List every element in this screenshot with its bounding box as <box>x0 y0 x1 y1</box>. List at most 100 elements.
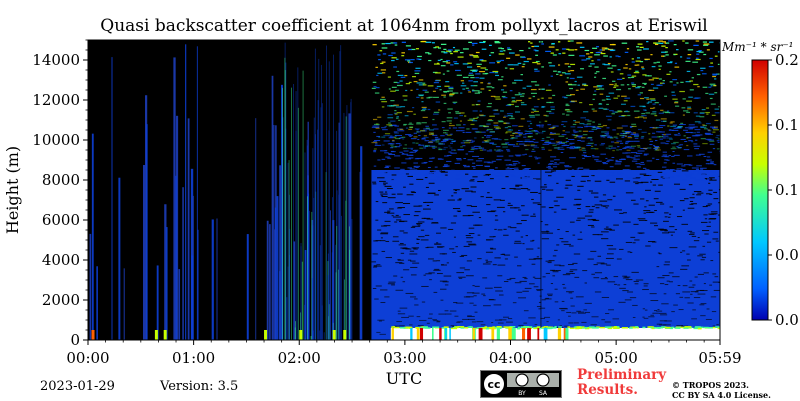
noise-speckle <box>705 133 709 135</box>
noise-speckle <box>375 66 378 68</box>
noise-speckle <box>530 42 533 44</box>
noise-speckle <box>609 174 616 176</box>
noise-speckle <box>552 94 556 97</box>
noise-speckle <box>652 103 656 105</box>
noise-speckle <box>545 272 550 274</box>
noise-speckle <box>540 317 546 319</box>
noise-speckle <box>387 76 391 78</box>
noise-speckle <box>584 84 589 87</box>
noise-speckle <box>681 265 690 267</box>
noise-speckle <box>407 167 412 169</box>
noise-speckle <box>380 237 383 239</box>
noise-speckle <box>550 75 553 77</box>
noise-speckle <box>680 138 686 140</box>
noise-speckle <box>622 132 628 135</box>
noise-speckle <box>408 48 412 51</box>
noise-speckle <box>712 73 718 75</box>
noise-speckle <box>524 168 531 170</box>
noise-speckle <box>372 181 377 183</box>
noise-speckle <box>627 251 631 253</box>
noise-speckle <box>592 156 600 158</box>
noise-speckle <box>606 245 614 247</box>
noise-speckle <box>437 320 441 322</box>
noise-speckle <box>590 324 597 326</box>
noise-speckle <box>541 148 546 150</box>
noise-speckle <box>466 172 470 174</box>
noise-speckle <box>577 171 580 173</box>
noise-speckle <box>462 145 466 147</box>
noise-speckle <box>695 115 701 117</box>
noise-speckle <box>395 143 401 145</box>
noise-speckle <box>410 148 413 150</box>
noise-speckle <box>506 57 511 59</box>
noise-speckle <box>472 110 478 112</box>
noise-speckle <box>489 54 492 56</box>
noise-speckle <box>417 221 425 223</box>
noise-speckle <box>674 229 678 231</box>
noise-speckle <box>449 147 453 149</box>
noise-speckle <box>616 149 619 151</box>
noise-speckle <box>509 277 516 279</box>
noise-speckle <box>717 63 720 66</box>
noise-speckle <box>567 66 571 68</box>
noise-speckle <box>594 54 600 56</box>
noise-speckle <box>597 234 603 236</box>
noise-speckle <box>407 170 411 172</box>
noise-speckle <box>474 224 483 226</box>
noise-speckle <box>552 126 556 129</box>
noise-speckle <box>604 321 611 323</box>
noise-speckle <box>687 137 692 139</box>
colorbar-tick-label: 0.1 <box>775 181 799 199</box>
noise-speckle <box>496 172 502 174</box>
layer-fringe <box>712 326 716 329</box>
profile-streak <box>328 316 329 340</box>
noise-speckle <box>495 290 503 292</box>
noise-speckle <box>677 147 682 149</box>
noise-speckle <box>594 196 599 198</box>
noise-speckle <box>662 154 668 156</box>
surface-fleck <box>154 330 158 340</box>
profile-streak <box>311 278 313 340</box>
noise-speckle <box>413 80 418 83</box>
noise-speckle <box>595 51 602 54</box>
noise-speckle <box>547 175 552 177</box>
noise-speckle <box>701 256 707 258</box>
noise-speckle <box>488 119 492 121</box>
noise-speckle <box>586 125 591 127</box>
noise-speckle <box>522 133 527 136</box>
noise-speckle <box>575 296 584 298</box>
noise-speckle <box>669 281 673 283</box>
noise-speckle <box>547 165 551 167</box>
colorbar-tick-label: 0.0 <box>775 246 799 264</box>
noise-speckle <box>574 276 580 278</box>
noise-speckle <box>655 158 660 160</box>
noise-speckle <box>632 304 638 306</box>
noise-speckle <box>518 92 521 94</box>
noise-speckle <box>709 179 717 181</box>
noise-speckle <box>420 229 425 231</box>
noise-speckle <box>526 130 532 133</box>
noise-speckle <box>499 139 502 141</box>
noise-speckle <box>459 255 464 257</box>
noise-speckle <box>546 136 551 138</box>
noise-speckle <box>597 126 604 128</box>
noise-speckle <box>514 111 521 113</box>
layer-column <box>511 328 516 340</box>
noise-speckle <box>566 147 574 149</box>
profile-streak <box>333 54 334 340</box>
noise-speckle <box>396 70 400 73</box>
noise-speckle <box>478 217 482 219</box>
noise-speckle <box>518 174 525 176</box>
noise-speckle <box>604 133 610 135</box>
noise-speckle <box>681 325 689 327</box>
noise-speckle <box>413 113 416 115</box>
noise-speckle <box>389 105 395 107</box>
noise-speckle <box>465 139 472 142</box>
noise-speckle <box>613 136 618 138</box>
noise-speckle <box>372 176 376 178</box>
noise-speckle <box>377 54 381 56</box>
noise-speckle <box>641 68 645 70</box>
noise-speckle <box>496 206 505 208</box>
noise-speckle <box>657 84 663 86</box>
noise-speckle <box>440 135 445 137</box>
